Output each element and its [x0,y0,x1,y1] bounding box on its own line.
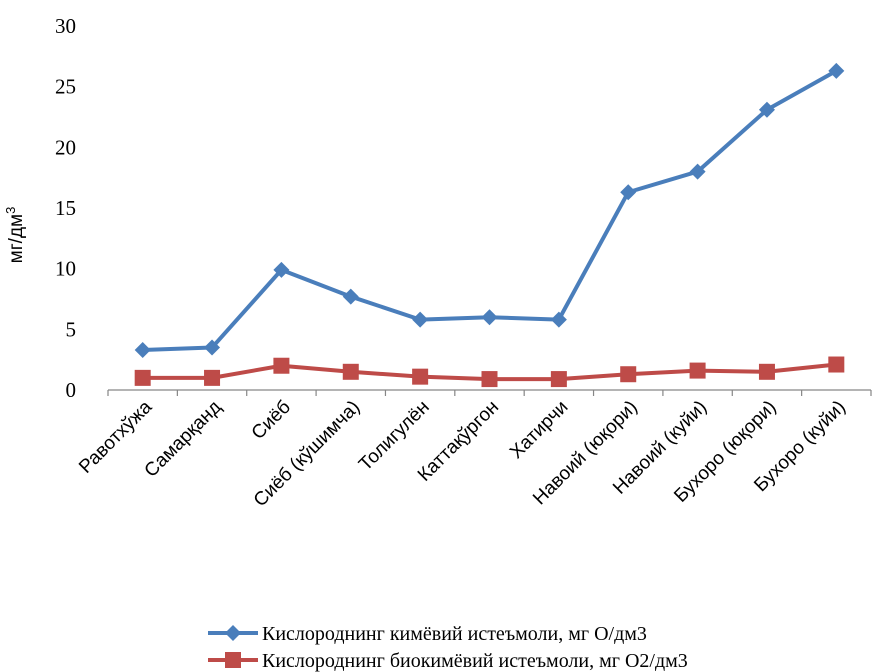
data-point-0-2 [273,261,290,278]
legend-marker-1 [225,652,241,668]
data-point-0-6 [550,311,567,328]
y-axis-ticks: 0 5 10 15 20 25 30 [55,14,76,402]
data-point-0-5 [481,309,498,326]
y-tick-label-2: 10 [55,257,76,281]
data-point-1-0 [134,369,151,386]
data-point-1-2 [273,357,290,374]
legend-label-1: Кислороднинг биокимёвий истеъмоли, мг О2… [262,650,688,672]
y-tick-label-3: 15 [55,196,76,220]
legend-label-0: Кислороднинг кимёвий истеъмоли, мг О/дм3 [262,623,647,645]
data-point-0-3 [342,288,359,305]
y-tick-label-4: 20 [55,135,76,159]
data-point-1-6 [550,371,567,388]
data-point-1-9 [758,363,775,380]
y-tick-label-5: 25 [55,75,76,99]
data-point-0-1 [204,339,221,356]
data-point-0-8 [689,163,706,180]
y-tick-label-6: 30 [55,14,76,38]
y-axis-label: мг/дм3 [3,207,27,264]
data-point-1-7 [620,366,637,383]
series-lines [142,69,838,382]
legend-marker-0 [225,625,241,641]
data-point-1-4 [412,368,429,385]
data-point-1-10 [828,356,845,373]
x-axis-ticks [107,390,872,396]
category-label-2: Сиёб [248,397,295,444]
series-markers [134,62,845,388]
data-point-1-1 [204,369,221,386]
data-point-1-3 [342,363,359,380]
series-line-0 [142,69,838,352]
data-point-0-0 [134,341,151,358]
data-point-0-9 [758,101,775,118]
data-point-0-4 [412,311,429,328]
data-point-0-10 [828,62,845,79]
y-tick-label-1: 5 [66,317,77,341]
category-label-6: Хатирчи [506,397,572,463]
legend: Кислороднинг кимёвий истеъмоли, мг О/дм3… [208,623,688,672]
data-point-1-8 [689,362,706,379]
data-point-1-5 [481,371,498,388]
y-tick-label-0: 0 [66,378,77,402]
data-point-0-7 [620,184,637,201]
